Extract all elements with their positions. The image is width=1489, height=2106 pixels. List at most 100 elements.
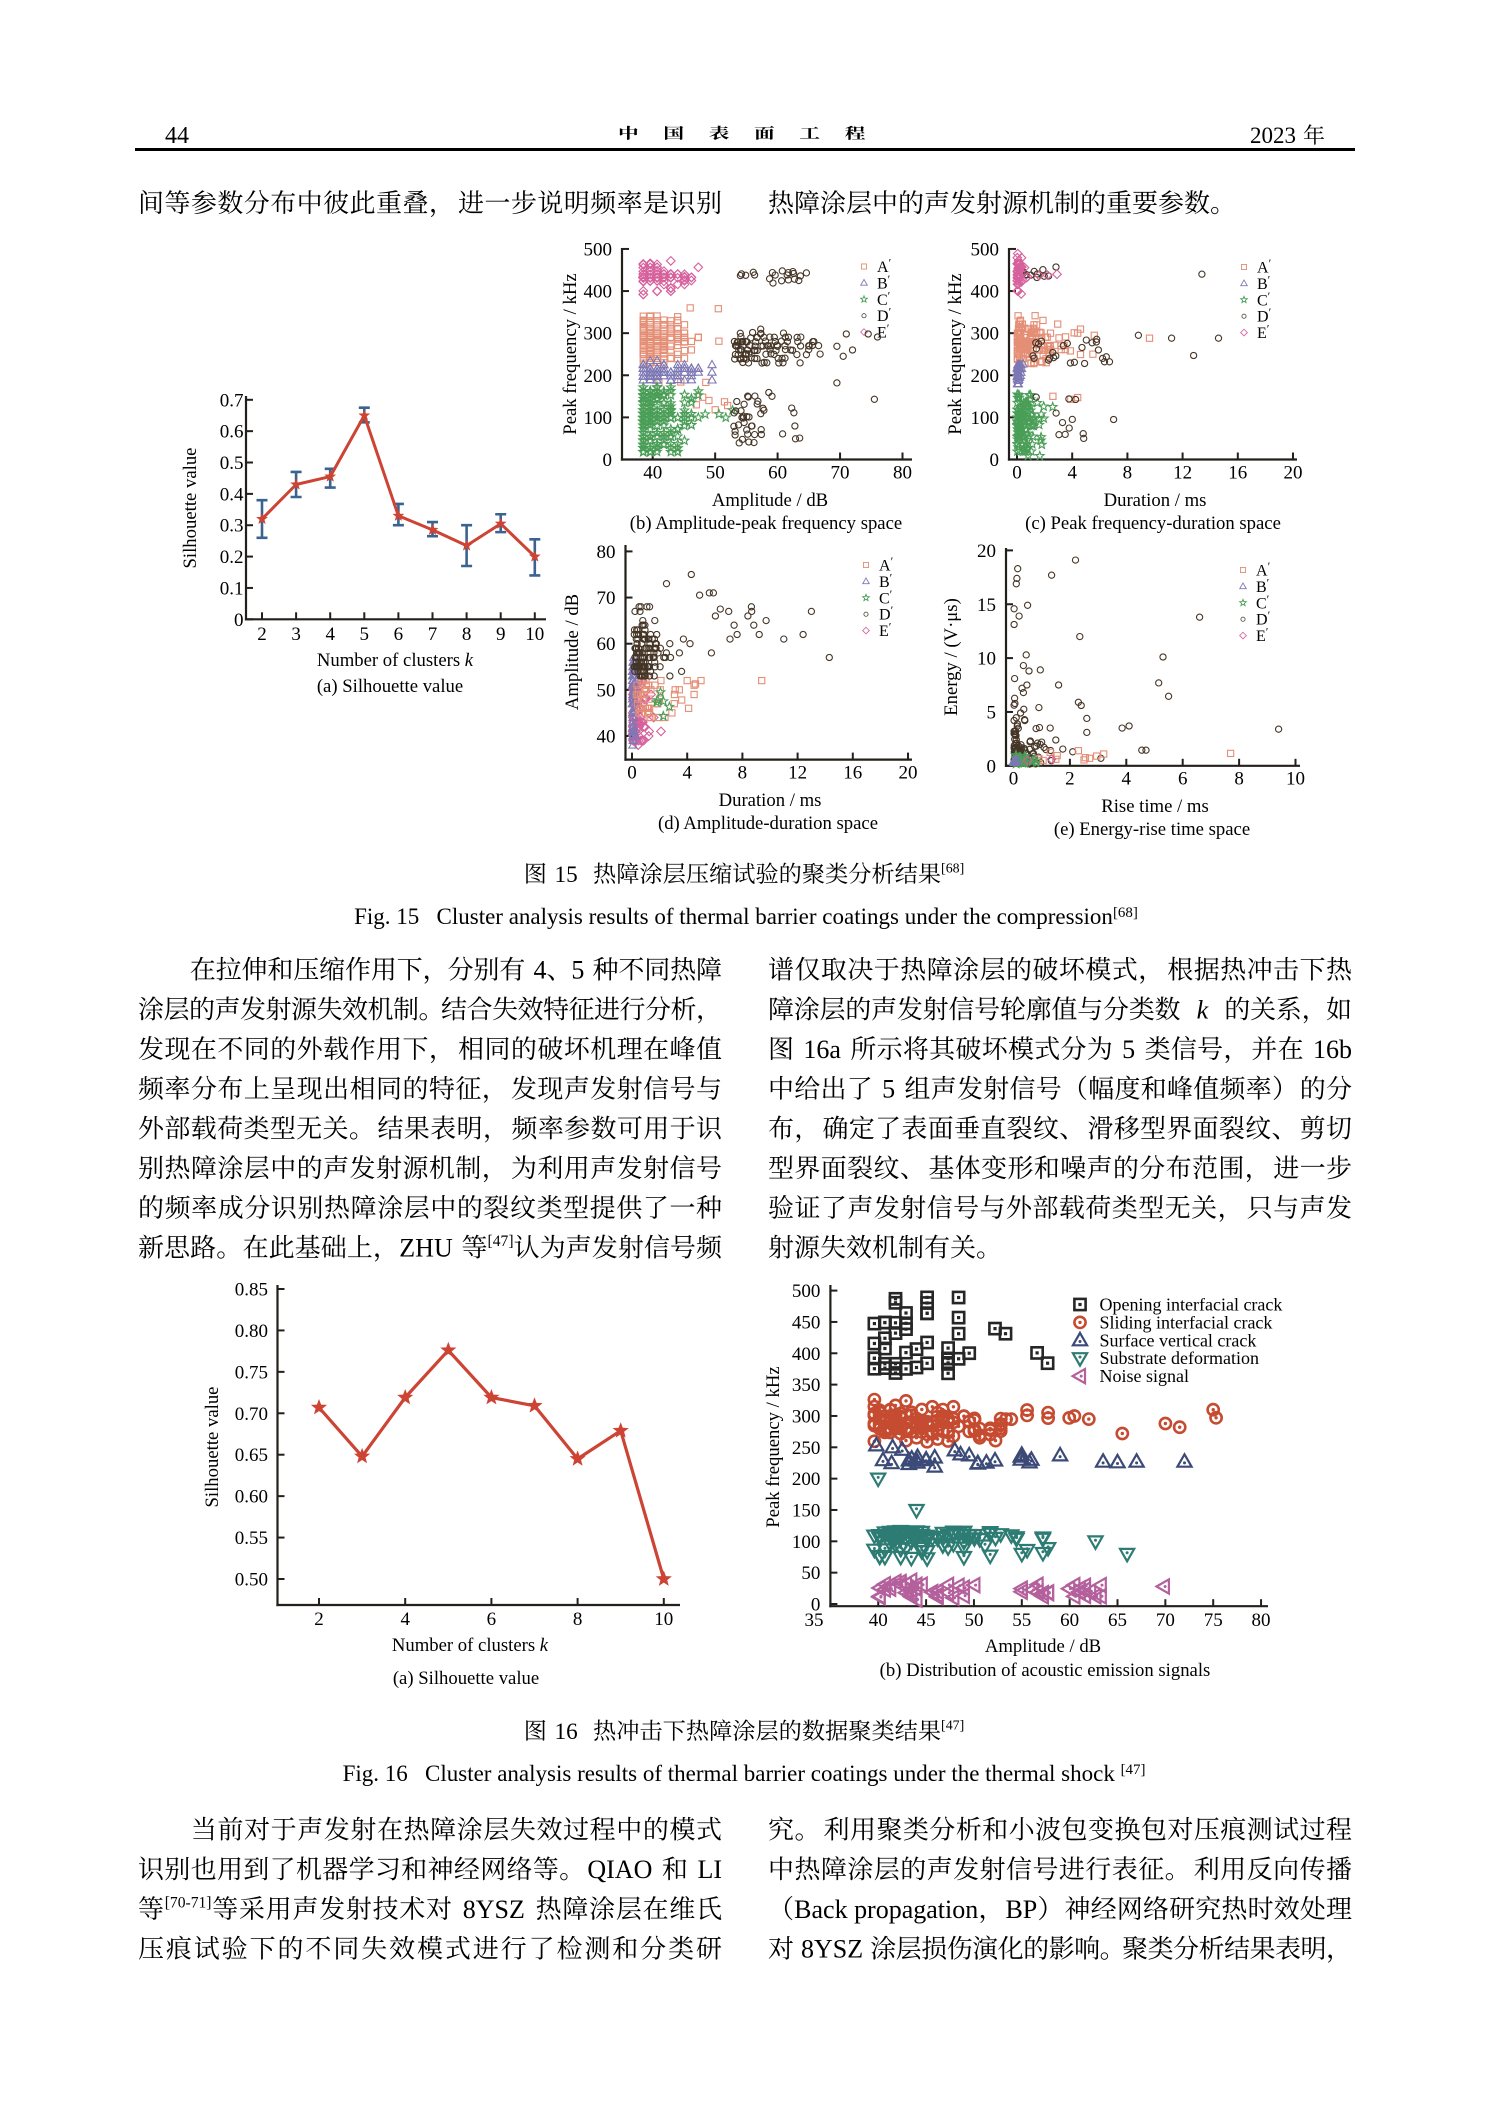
- svg-text:16: 16: [555, 1719, 578, 1745]
- svg-text:350: 350: [792, 1375, 821, 1396]
- svg-text:80: 80: [893, 463, 912, 484]
- svg-text:[47]: [47]: [488, 1233, 514, 1250]
- svg-text:(e) Energy-rise time space: (e) Energy-rise time space: [1054, 819, 1250, 840]
- svg-text:2023: 2023: [1250, 123, 1296, 148]
- svg-text:A′: A′: [877, 256, 892, 277]
- svg-text:Peak frequency / kHz: Peak frequency / kHz: [560, 273, 581, 434]
- svg-text:400: 400: [584, 282, 613, 303]
- svg-text:20: 20: [977, 541, 996, 562]
- svg-text:(c) Peak frequency-duration sp: (c) Peak frequency-duration space: [1025, 513, 1281, 534]
- svg-text:4: 4: [1067, 463, 1077, 484]
- svg-text:0: 0: [990, 450, 1000, 471]
- svg-text:C′: C′: [1256, 592, 1270, 613]
- svg-text:40: 40: [643, 463, 662, 484]
- svg-text:Silhouette value: Silhouette value: [180, 448, 201, 569]
- svg-text:Opening interfacial crack: Opening interfacial crack: [1100, 1295, 1283, 1315]
- svg-text:10: 10: [654, 1609, 673, 1630]
- svg-text:44: 44: [165, 123, 189, 149]
- svg-text:70: 70: [831, 463, 850, 484]
- svg-text:Number of clusters k: Number of clusters k: [392, 1635, 549, 1656]
- svg-text:0.2: 0.2: [220, 547, 244, 568]
- svg-text:[70-71]: [70-71]: [165, 1895, 212, 1912]
- svg-text:75: 75: [1204, 1610, 1223, 1631]
- svg-text:0.7: 0.7: [220, 390, 244, 411]
- svg-text:500: 500: [584, 239, 613, 260]
- svg-text:7: 7: [428, 624, 438, 645]
- svg-text:Amplitude / dB: Amplitude / dB: [562, 594, 583, 710]
- svg-text:70: 70: [597, 588, 616, 609]
- svg-text:(a) Silhouette value: (a) Silhouette value: [393, 1668, 539, 1689]
- svg-text:500: 500: [971, 239, 1000, 260]
- svg-text:5: 5: [360, 624, 370, 645]
- svg-text:0.3: 0.3: [220, 516, 244, 537]
- svg-text:5: 5: [571, 956, 584, 985]
- svg-text:12: 12: [788, 763, 807, 784]
- svg-text:50: 50: [706, 463, 725, 484]
- svg-text:6: 6: [394, 624, 404, 645]
- svg-text:60: 60: [1060, 1610, 1079, 1631]
- svg-text:A′: A′: [1257, 256, 1272, 277]
- svg-text:D′: D′: [877, 305, 892, 326]
- svg-text:8: 8: [573, 1609, 583, 1630]
- svg-text:3: 3: [291, 624, 301, 645]
- svg-text:2: 2: [314, 1609, 324, 1630]
- svg-text:0: 0: [603, 450, 613, 471]
- svg-text:0: 0: [627, 763, 637, 784]
- svg-text:B′: B′: [1256, 575, 1270, 596]
- svg-text:0: 0: [234, 610, 244, 631]
- svg-text:15: 15: [977, 595, 996, 616]
- svg-text:400: 400: [971, 282, 1000, 303]
- svg-text:A′: A′: [879, 554, 894, 575]
- svg-text:Peak frequency / kHz: Peak frequency / kHz: [945, 273, 966, 434]
- svg-text:(a) Silhouette value: (a) Silhouette value: [317, 676, 463, 697]
- svg-text:A′: A′: [1256, 559, 1271, 580]
- svg-text:60: 60: [597, 634, 616, 655]
- svg-text:Fig. 15 Cluster analysis res: Fig. 15 Cluster analysis results of ther…: [354, 904, 1138, 929]
- svg-text:300: 300: [971, 324, 1000, 345]
- svg-text:500: 500: [792, 1281, 821, 1302]
- svg-text:E′: E′: [1256, 625, 1269, 646]
- svg-text:0.5: 0.5: [220, 453, 244, 474]
- svg-text:BP: BP: [1005, 1895, 1037, 1924]
- svg-text:0.50: 0.50: [235, 1570, 268, 1591]
- svg-text:20: 20: [899, 763, 918, 784]
- svg-text:4: 4: [400, 1609, 410, 1630]
- svg-text:2: 2: [1065, 769, 1075, 790]
- svg-text:E′: E′: [879, 620, 892, 641]
- svg-text:40: 40: [869, 1610, 888, 1631]
- svg-text:Surface vertical crack: Surface vertical crack: [1100, 1330, 1257, 1350]
- svg-text:16: 16: [1228, 463, 1247, 484]
- svg-text:200: 200: [792, 1469, 821, 1490]
- svg-text:C′: C′: [877, 288, 891, 309]
- svg-text:D′: D′: [879, 603, 894, 624]
- svg-text:100: 100: [971, 408, 1000, 429]
- svg-text:50: 50: [965, 1610, 984, 1631]
- svg-text:16a: 16a: [803, 1035, 841, 1064]
- svg-text:100: 100: [792, 1532, 821, 1553]
- svg-text:35: 35: [805, 1610, 824, 1631]
- svg-text:B′: B′: [877, 272, 891, 293]
- svg-text:0.65: 0.65: [235, 1445, 268, 1466]
- svg-text:15: 15: [555, 862, 578, 888]
- svg-text:300: 300: [792, 1407, 821, 1428]
- svg-text:0.70: 0.70: [235, 1404, 268, 1425]
- svg-text:80: 80: [597, 542, 616, 563]
- svg-text:6: 6: [487, 1609, 497, 1630]
- svg-text:Rise time / ms: Rise time / ms: [1101, 796, 1208, 817]
- svg-text:D′: D′: [1256, 608, 1271, 629]
- svg-text:10: 10: [525, 624, 544, 645]
- svg-text:0.6: 0.6: [220, 422, 244, 443]
- svg-text:QIAO: QIAO: [587, 1855, 652, 1884]
- svg-text:Amplitude / dB: Amplitude / dB: [985, 1636, 1101, 1657]
- svg-text:4: 4: [682, 763, 692, 784]
- svg-text:10: 10: [977, 649, 996, 670]
- svg-text:0: 0: [987, 756, 997, 777]
- svg-text:Fig. 16 Cluster analysis res: Fig. 16 Cluster analysis results of ther…: [343, 1761, 1146, 1786]
- svg-text:E′: E′: [1257, 322, 1270, 343]
- svg-text:Energy / (V·μs): Energy / (V·μs): [941, 598, 962, 716]
- svg-text:40: 40: [597, 727, 616, 748]
- svg-text:65: 65: [1108, 1610, 1127, 1631]
- svg-text:Sliding interfacial crack: Sliding interfacial crack: [1100, 1312, 1273, 1332]
- svg-text:ZHU: ZHU: [399, 1234, 453, 1263]
- svg-text:0.1: 0.1: [220, 578, 244, 599]
